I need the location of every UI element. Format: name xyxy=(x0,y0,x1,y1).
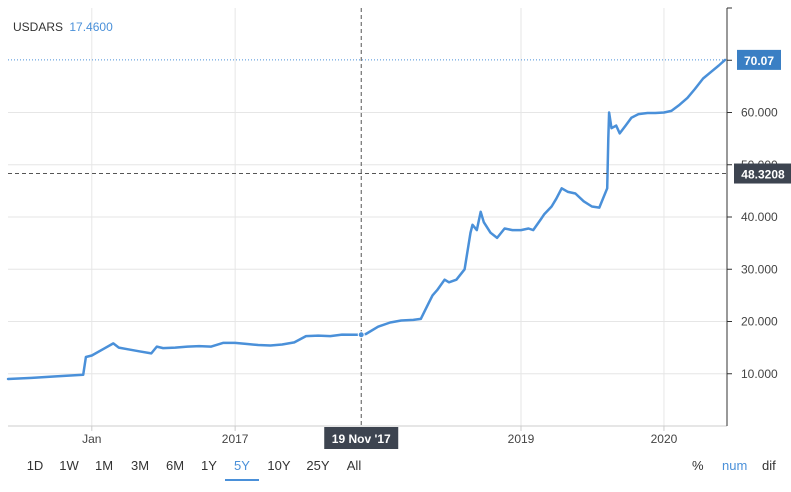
x-tick-label: 2020 xyxy=(651,432,678,446)
crosshair-overlay: 70.07 48.3208 19 Nov '17 xyxy=(8,8,791,449)
symbol-label: USDARS xyxy=(13,20,64,34)
last-price-badge xyxy=(737,49,781,70)
range-button-25y[interactable]: 25Y xyxy=(306,458,330,473)
last-price-label: 70.07 xyxy=(744,54,774,68)
grid-lines xyxy=(8,8,727,426)
chart-header: USDARS 17.4600 xyxy=(13,20,113,34)
x-axis-ticks: Jan 2017 2019 2020 xyxy=(82,426,678,446)
x-tick-label: 2017 xyxy=(222,432,249,446)
hover-value: 17.4600 xyxy=(69,20,113,34)
y-tick-label: 30.000 xyxy=(741,262,778,276)
y-tick-label: 60.000 xyxy=(741,106,778,120)
range-button-1y[interactable]: 1Y xyxy=(201,458,217,473)
crosshair-date-badge xyxy=(324,427,399,449)
crosshair-date-label: 19 Nov '17 xyxy=(332,432,391,446)
x-tick-label: Jan xyxy=(82,432,101,446)
range-button-1d[interactable]: 1D xyxy=(26,458,44,473)
crosshair-price-label: 48.3208 xyxy=(741,168,785,182)
range-button-6m[interactable]: 6M xyxy=(165,458,185,473)
mode-button-percent[interactable]: % xyxy=(692,458,704,473)
mode-button-num[interactable]: num xyxy=(722,458,748,473)
x-tick-label: 2019 xyxy=(508,432,535,446)
range-button-1w[interactable]: 1W xyxy=(59,458,79,473)
mode-button-dif[interactable]: dif xyxy=(762,458,776,473)
y-tick-label: 10.000 xyxy=(741,367,778,381)
series-group xyxy=(6,58,727,381)
series-line xyxy=(6,58,727,381)
range-button-1m[interactable]: 1M xyxy=(94,458,114,473)
range-button-all[interactable]: All xyxy=(346,458,362,473)
range-button-5y[interactable]: 5Y xyxy=(225,452,259,481)
crosshair-price-badge xyxy=(734,163,791,184)
range-button-3m[interactable]: 3M xyxy=(130,458,150,473)
hover-point xyxy=(357,331,365,339)
range-button-10y[interactable]: 10Y xyxy=(267,458,291,473)
y-tick-label: 20.000 xyxy=(741,315,778,329)
y-tick-label: 40.000 xyxy=(741,210,778,224)
